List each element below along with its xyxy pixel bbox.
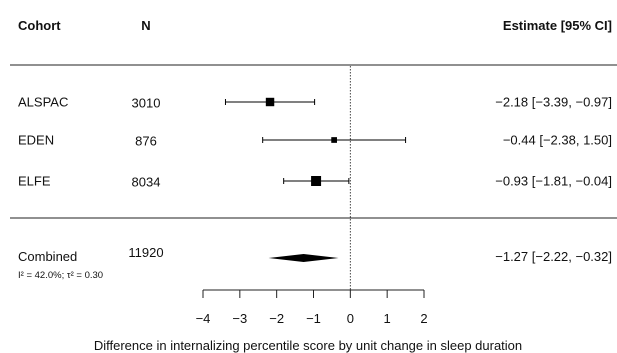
study-label: EDEN <box>18 133 54 148</box>
x-tick-label: 0 <box>347 311 354 326</box>
point-estimate <box>265 97 275 107</box>
study-label: ALSPAC <box>18 95 68 110</box>
x-tick-label: −1 <box>306 311 321 326</box>
study-estimate-ci: −0.93 [−1.81, −0.04] <box>495 174 612 189</box>
header-cohort: Cohort <box>18 18 61 33</box>
heterogeneity-stat: I² = 42.0%; τ² = 0.30 <box>18 270 103 281</box>
study-row-elfe: ELFE 8034 −0.93 [−1.81, −0.04] <box>18 174 612 190</box>
header-n: N <box>141 18 150 33</box>
x-axis-label: Difference in internalizing percentile s… <box>94 338 522 353</box>
study-estimate-ci: −2.18 [−3.39, −0.97] <box>495 95 612 110</box>
study-n: 8034 <box>132 175 161 190</box>
combined-label: Combined <box>18 249 77 264</box>
header-estimate: Estimate [95% CI] <box>503 18 612 33</box>
x-tick-label: −3 <box>232 311 247 326</box>
study-estimate-ci: −0.44 [−2.38, 1.50] <box>503 133 612 148</box>
point-estimate <box>311 176 322 186</box>
x-tick-label: −2 <box>269 311 284 326</box>
x-tick-label: 2 <box>420 311 427 326</box>
combined-diamond <box>268 254 339 262</box>
point-estimate <box>331 137 337 143</box>
combined-estimate-ci: −1.27 [−2.22, −0.32] <box>495 249 612 264</box>
study-rows: ALSPAC 3010 −2.18 [−3.39, −0.97] EDEN 876 −0.… <box>18 95 612 190</box>
study-label: ELFE <box>18 174 51 189</box>
study-row-eden: EDEN 876 −0.44 [−2.38, 1.50] <box>18 133 612 149</box>
combined-row: Combined 11920 I² = 42.0%; τ² = 0.30 −1.… <box>18 245 612 281</box>
study-n: 876 <box>135 134 157 149</box>
x-tick-label: −4 <box>196 311 211 326</box>
study-n: 3010 <box>132 96 161 111</box>
x-tick-label: 1 <box>384 311 391 326</box>
combined-n: 11920 <box>128 245 163 260</box>
study-row-alspac: ALSPAC 3010 −2.18 [−3.39, −0.97] <box>18 95 612 111</box>
x-axis: −4 −3 −2 −1 0 1 2 <box>196 289 428 326</box>
